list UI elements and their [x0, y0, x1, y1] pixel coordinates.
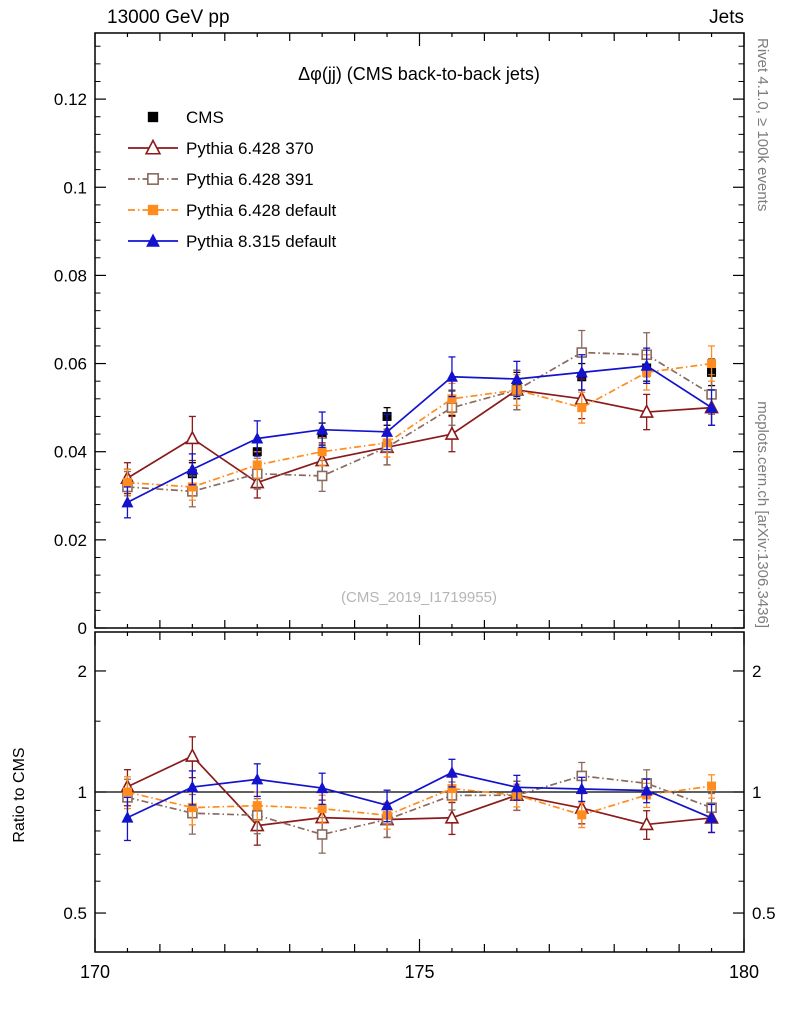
main-y-tick-label: 0.08 — [54, 266, 87, 285]
main-y-tick-label: 0.1 — [63, 178, 87, 197]
x-tick-label: 170 — [80, 962, 110, 982]
legend-label: Pythia 6.428 default — [186, 201, 337, 220]
series-pythia-8-315-default — [121, 347, 718, 842]
beam-energy-label: 13000 GeV pp — [107, 7, 230, 28]
mcplots-credit-label: mcplots.cern.ch [arXiv:1306.3436] — [754, 401, 771, 628]
ratio-y-tick-label-right: 1 — [752, 783, 761, 802]
legend-item-pythia-6-428-391: Pythia 6.428 391 — [128, 170, 314, 189]
analysis-topic-label: Jets — [709, 7, 744, 28]
rivet-version-label: Rivet 4.1.0, ≥ 100k events — [754, 38, 771, 211]
static-labels: 13000 GeV pp Jets Δφ(jj) (CMS back-to-ba… — [11, 7, 771, 843]
axis-ticks-and-labels: 170 175 180 0 0.02 0.04 0.06 0.08 0.1 0.12 0.5 0.5 1… — [54, 33, 776, 982]
main-y-tick-label: 0 — [78, 619, 87, 638]
series-pythia-6-428-default — [122, 345, 717, 830]
legend-label: Pythia 6.428 370 — [186, 139, 314, 158]
main-y-tick-label: 0.02 — [54, 531, 87, 550]
main-y-tick-label: 0.04 — [54, 443, 87, 462]
legend-item-cms: CMS — [147, 108, 224, 127]
x-tick-label: 180 — [729, 962, 759, 982]
ratio-y-tick-label-left: 0.5 — [63, 904, 87, 923]
legend-item-pythia-6-428-370: Pythia 6.428 370 — [128, 138, 314, 158]
ratio-y-tick-label-left: 1 — [78, 783, 87, 802]
ratio-axis-label: Ratio to CMS — [11, 747, 28, 842]
ratio-y-tick-label-left: 2 — [78, 662, 87, 681]
legend-label: CMS — [186, 108, 224, 127]
plot-title: Δφ(jj) (CMS back-to-back jets) — [298, 64, 540, 84]
legend-label: Pythia 8.315 default — [186, 232, 337, 251]
x-tick-label: 175 — [404, 962, 434, 982]
series-pythia-6-428-370 — [120, 369, 719, 846]
ratio-y-tick-label-right: 2 — [752, 662, 761, 681]
main-y-tick-label: 0.06 — [54, 355, 87, 374]
legend-item-pythia-8-315-default: Pythia 8.315 default — [128, 232, 337, 251]
legend: CMS Pythia 6.428 370 Pythia 6.428 391 Pythi… — [128, 108, 337, 251]
watermark: (CMS_2019_I1719955) — [341, 589, 497, 606]
legend-item-pythia-6-428-default: Pythia 6.428 default — [128, 201, 337, 220]
ratio-y-tick-label-right: 0.5 — [752, 904, 776, 923]
data-series — [120, 329, 719, 854]
series-cms — [122, 354, 717, 497]
main-y-tick-label: 0.12 — [54, 90, 87, 109]
legend-label: Pythia 6.428 391 — [186, 170, 314, 189]
